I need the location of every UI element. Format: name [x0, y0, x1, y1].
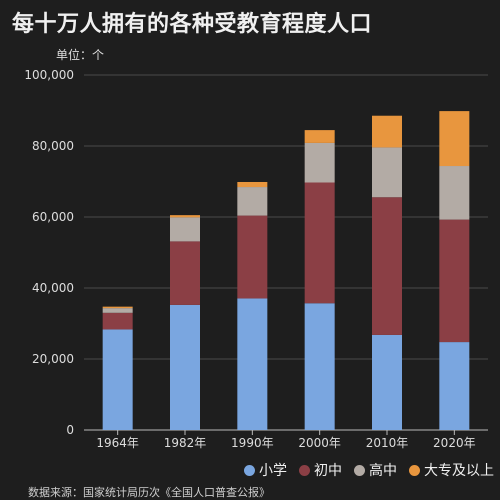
legend-label-primary: 小学: [259, 463, 287, 479]
bar-segment: [102, 312, 133, 330]
bar-segment: [372, 115, 402, 148]
legend-label-junior-high: 初中: [314, 463, 342, 479]
x-tick-label: 2010年: [366, 436, 409, 450]
x-tick-label: 2020年: [433, 436, 476, 450]
bar-segment: [439, 166, 470, 220]
legend-swatch-primary: [244, 464, 255, 476]
legend-label-senior-high: 高中: [369, 463, 397, 479]
bar-segment: [102, 308, 133, 313]
bar-segment: [304, 142, 335, 183]
bar-segment: [372, 197, 402, 335]
x-tick-label: 2000年: [298, 436, 341, 450]
y-tick-label: 20,000: [32, 352, 74, 366]
legend-swatch-junior-high: [299, 464, 310, 476]
y-tick-label: 60,000: [32, 210, 74, 224]
bar-segment: [439, 219, 470, 343]
bar-segment: [170, 215, 200, 218]
bar-segment: [237, 181, 268, 188]
bar-segment: [304, 130, 335, 143]
legend-swatch-senior-high: [354, 464, 365, 476]
bar-segment: [372, 334, 402, 430]
bar-segment: [304, 303, 335, 430]
legend: 小学 初中 高中 大专及以上: [244, 460, 494, 480]
bar-segment: [170, 241, 200, 305]
legend-label-college: 大专及以上: [424, 463, 494, 479]
bar-segment: [237, 187, 268, 216]
y-tick-label: 100,000: [24, 68, 74, 82]
y-tick-label: 0: [66, 423, 74, 437]
legend-item-college[interactable]: 大专及以上: [409, 460, 494, 480]
bar-segment: [170, 217, 200, 242]
x-tick-label: 1990年: [231, 436, 274, 450]
source-note: 数据来源：国家统计局历次《全国人口普查公报》: [28, 486, 270, 499]
bar-segment: [237, 298, 268, 430]
y-tick-label: 40,000: [32, 281, 74, 295]
legend-item-junior-high[interactable]: 初中: [299, 460, 342, 480]
y-tick-label: 80,000: [32, 139, 74, 153]
chart-title: 每十万人拥有的各种受教育程度人口: [12, 12, 373, 37]
bar-segment: [102, 329, 133, 430]
legend-item-senior-high[interactable]: 高中: [354, 460, 397, 480]
legend-swatch-college: [409, 464, 420, 476]
bar-segment: [102, 306, 133, 309]
bar-segment: [237, 215, 268, 299]
x-tick-label: 1964年: [96, 436, 139, 450]
x-tick-label: 1982年: [164, 436, 207, 450]
bar-segment: [170, 304, 200, 430]
bar-segment: [439, 111, 470, 167]
bar-segment: [304, 182, 335, 304]
bar-segment: [372, 147, 402, 198]
bar-segment: [439, 342, 470, 430]
unit-label: 单位：个: [56, 48, 105, 62]
legend-item-primary[interactable]: 小学: [244, 460, 287, 480]
